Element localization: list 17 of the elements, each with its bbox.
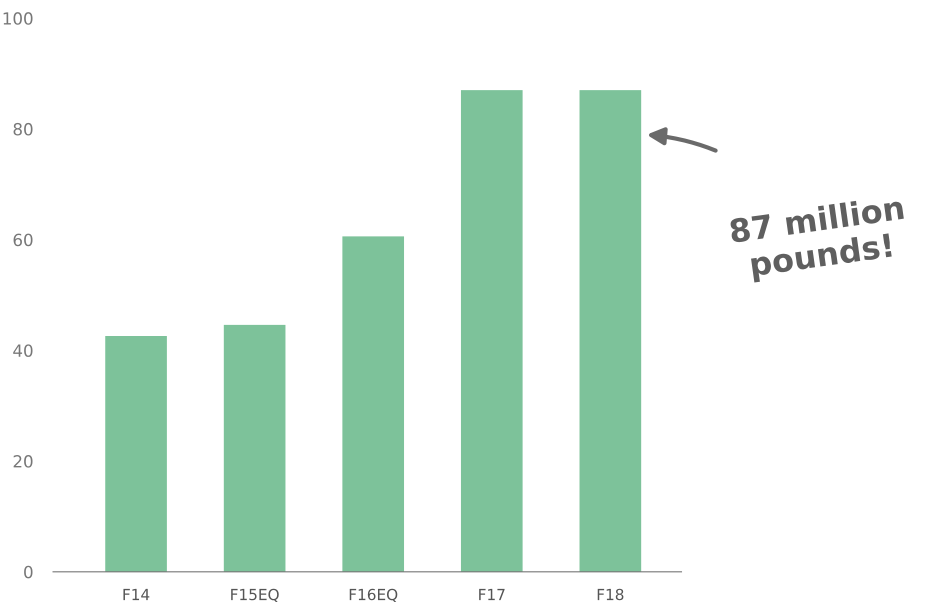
bar	[105, 336, 167, 572]
x-tick-label: F16EQ	[350, 588, 398, 602]
y-tick-label: 0	[24, 566, 33, 578]
y-tick-label: 100	[4, 12, 33, 25]
x-tick-label: F17	[479, 588, 505, 600]
y-tick-label: 80	[14, 122, 33, 136]
y-tick-label: 60	[14, 234, 33, 246]
bar	[224, 324, 286, 572]
bar	[460, 90, 523, 572]
y-tick-label: 20	[14, 455, 33, 468]
text: 87 million pounds!	[729, 194, 904, 282]
x-tick-label: F15EQ	[231, 588, 279, 602]
bar	[342, 236, 404, 572]
x-tick-label: F18	[598, 588, 624, 600]
bar	[580, 90, 642, 572]
y-tick-label: 40	[13, 344, 33, 357]
x-tick-label: F14	[123, 588, 150, 600]
